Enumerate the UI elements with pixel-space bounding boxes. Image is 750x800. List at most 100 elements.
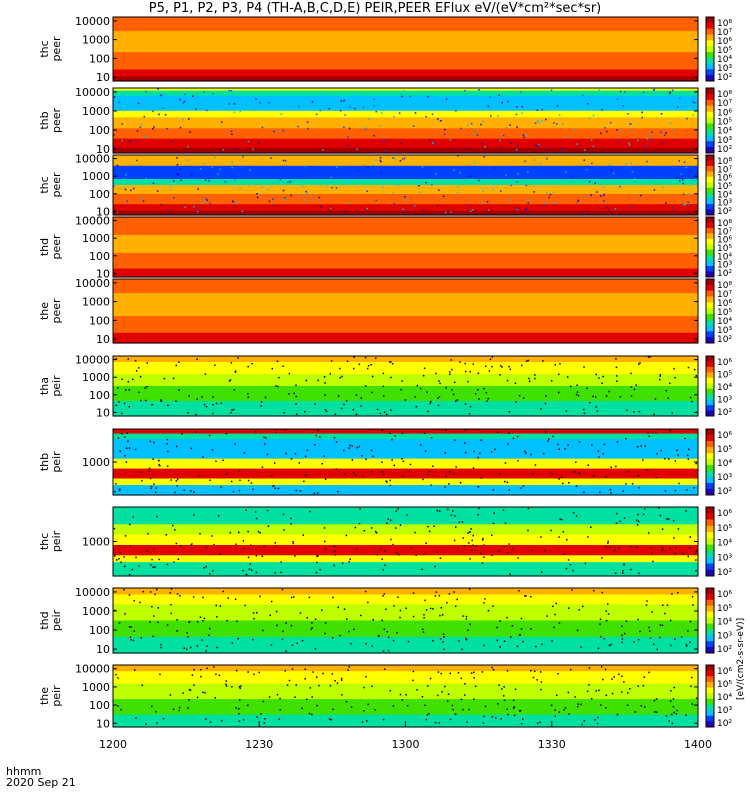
noise-speck: [477, 486, 480, 488]
noise-speck: [196, 621, 199, 623]
noise-speck: [129, 141, 131, 143]
noise-speck: [225, 432, 228, 435]
noise-speck: [491, 534, 493, 536]
noise-speck: [381, 471, 384, 473]
noise-speck: [220, 486, 222, 488]
noise-speck: [268, 102, 270, 104]
noise-speck: [468, 203, 470, 206]
noise-speck: [123, 589, 125, 591]
spectrogram-band: [113, 95, 698, 112]
colorbar-frame: [705, 278, 715, 344]
noise-speck: [144, 387, 146, 389]
spectrogram-band: [113, 293, 698, 317]
noise-speck: [255, 555, 258, 557]
panel-label: thb: [38, 453, 51, 471]
noise-speck: [689, 641, 691, 643]
spectrogram-band: [113, 332, 698, 344]
noise-speck: [428, 139, 431, 142]
noise-speck: [402, 460, 405, 463]
noise-speck: [526, 208, 529, 210]
noise-speck: [601, 557, 603, 559]
noise-speck: [623, 563, 625, 566]
noise-speck: [649, 630, 651, 632]
noise-speck: [510, 90, 512, 93]
spectrogram-band: [113, 594, 698, 605]
noise-speck: [183, 647, 186, 649]
colorbar-tick-label: 10⁴: [717, 252, 732, 262]
noise-speck: [651, 611, 653, 613]
panel-label: thd: [38, 611, 51, 629]
noise-speck: [556, 123, 558, 125]
noise-speck: [520, 617, 523, 620]
panel-frame: [112, 87, 699, 154]
noise-speck: [379, 125, 381, 127]
colorbar-tick-label: 10⁶: [717, 590, 732, 600]
noise-speck: [634, 178, 636, 180]
noise-speck: [242, 569, 244, 572]
noise-speck: [516, 149, 518, 151]
noise-speck: [443, 133, 446, 135]
noise-speck: [669, 122, 672, 124]
noise-speck: [692, 114, 694, 117]
y-tick-label: 10000: [75, 586, 110, 599]
colorbar-frame: [705, 216, 715, 278]
noise-speck: [616, 380, 618, 382]
noise-speck: [695, 697, 698, 699]
noise-speck: [619, 396, 622, 398]
noise-speck: [333, 545, 335, 547]
noise-speck: [455, 526, 457, 528]
noise-speck: [391, 363, 394, 365]
noise-speck: [606, 206, 608, 209]
noise-speck: [513, 714, 516, 717]
noise-speck: [665, 132, 667, 134]
colorbar-frame: [705, 87, 715, 154]
noise-speck: [315, 571, 318, 574]
noise-speck: [603, 638, 605, 640]
noise-speck: [654, 398, 657, 400]
noise-speck: [517, 459, 519, 462]
noise-speck: [617, 139, 620, 141]
noise-speck: [489, 358, 492, 361]
noise-speck: [565, 567, 568, 570]
noise-speck: [464, 683, 466, 685]
noise-speck: [151, 606, 153, 608]
noise-speck: [694, 368, 696, 371]
noise-speck: [301, 639, 304, 642]
noise-speck: [386, 631, 389, 633]
noise-speck: [463, 545, 466, 547]
noise-speck: [383, 150, 385, 152]
noise-speck: [492, 188, 494, 190]
noise-speck: [275, 610, 278, 613]
noise-speck: [535, 144, 537, 147]
noise-speck: [442, 641, 444, 643]
noise-speck: [340, 100, 343, 102]
colorbar-segment: [706, 57, 714, 64]
noise-speck: [590, 526, 592, 528]
noise-speck: [504, 480, 506, 483]
colorbar-segment: [706, 22, 714, 30]
noise-speck: [465, 639, 468, 641]
noise-speck: [439, 557, 442, 559]
noise-speck: [202, 456, 204, 458]
noise-speck: [506, 708, 508, 710]
noise-speck: [202, 596, 204, 599]
noise-speck: [515, 401, 517, 403]
noise-speck: [362, 475, 364, 478]
colorbar-segment: [706, 238, 714, 245]
noise-speck: [429, 607, 432, 610]
noise-speck: [589, 402, 591, 404]
noise-speck: [486, 400, 488, 402]
noise-speck: [390, 361, 392, 363]
noise-speck: [252, 612, 255, 614]
noise-speck: [314, 618, 317, 620]
noise-speck: [311, 198, 313, 201]
noise-speck: [220, 402, 223, 404]
noise-speck: [453, 169, 455, 171]
noise-speck: [567, 444, 569, 446]
noise-speck: [599, 491, 601, 494]
noise-speck: [522, 485, 525, 487]
noise-speck: [358, 363, 361, 365]
noise-speck: [140, 637, 142, 639]
noise-speck: [316, 173, 318, 175]
noise-speck: [581, 98, 583, 101]
